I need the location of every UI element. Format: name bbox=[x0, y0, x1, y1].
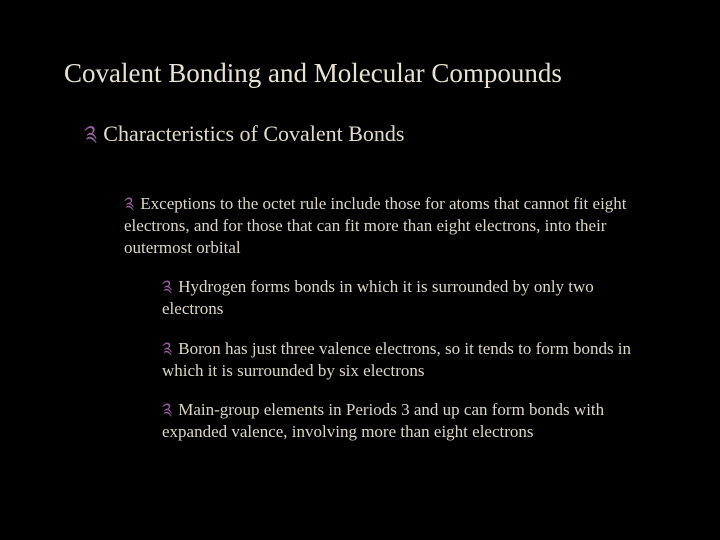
level1-item: ༉Characteristics of Covalent Bonds bbox=[84, 109, 660, 171]
level3-text: Boron has just three valence electrons, … bbox=[162, 339, 631, 380]
bullet-icon: ༉ bbox=[124, 193, 134, 215]
level2-item: ༉Exceptions to the octet rule include th… bbox=[124, 193, 650, 258]
level2-text: Exceptions to the octet rule include tho… bbox=[124, 194, 627, 257]
level3-item: ༉Main-group elements in Periods 3 and up… bbox=[162, 399, 650, 443]
bullet-icon: ༉ bbox=[162, 276, 172, 298]
level3-item: ༉Hydrogen forms bonds in which it is sur… bbox=[162, 276, 650, 320]
bullet-icon: ༉ bbox=[162, 399, 172, 421]
bullet-icon: ༉ bbox=[84, 109, 97, 171]
level1-text: Characteristics of Covalent Bonds bbox=[103, 121, 404, 146]
slide-title: Covalent Bonding and Molecular Compounds bbox=[64, 58, 660, 89]
slide: Covalent Bonding and Molecular Compounds… bbox=[0, 0, 720, 540]
level3-item: ༉Boron has just three valence electrons,… bbox=[162, 338, 650, 382]
level3-text: Hydrogen forms bonds in which it is surr… bbox=[162, 277, 594, 318]
level3-text: Main-group elements in Periods 3 and up … bbox=[162, 400, 604, 441]
bullet-icon: ༉ bbox=[162, 338, 172, 360]
